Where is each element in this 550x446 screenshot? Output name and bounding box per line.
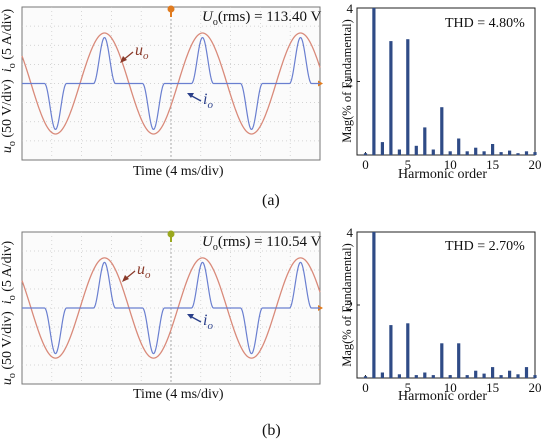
harm-bar	[508, 370, 512, 378]
harm-bar	[380, 142, 384, 155]
harm-xtick-label: 15	[486, 380, 499, 395]
caption-b: (b)	[262, 422, 281, 439]
harm-bar	[499, 375, 503, 378]
scope-annotation-b: Uo(rms) = 110.54 V	[202, 234, 322, 253]
harm-bar	[457, 343, 461, 378]
harm-bar	[499, 152, 503, 155]
harm-bar	[389, 325, 393, 378]
harm-xtick-label: 20	[529, 380, 542, 395]
harm-bar	[533, 375, 537, 378]
harm-bar	[533, 152, 537, 155]
harm-bar	[389, 41, 393, 155]
io-waveform	[22, 261, 320, 355]
harm-xtick-label: 10	[444, 380, 457, 395]
harm-bar	[474, 370, 478, 378]
harm-bar	[431, 149, 435, 155]
harm-bar	[482, 151, 486, 155]
uo-label-b: uo	[137, 261, 151, 282]
harm-bar	[363, 153, 368, 155]
scope-xlabel-a: Time (4 ms/div)	[133, 164, 224, 179]
harm-bar	[524, 151, 529, 155]
harm-bar	[372, 8, 376, 155]
io-arrowhead	[187, 93, 194, 98]
harm-xtick-label: 10	[444, 157, 457, 172]
harm-bar	[397, 149, 401, 155]
thd-label-b: THD = 2.70%	[445, 239, 525, 254]
harm-bar	[406, 323, 410, 379]
harm-plot-a: 0 5 10 15 20 2 4	[347, 1, 542, 172]
panel-b: uo (50 V/div) io (5 A/div) Uo(rms) = 110…	[0, 224, 550, 446]
thd-label-a: THD = 4.80%	[445, 16, 525, 31]
harm-bar	[491, 144, 495, 155]
io-waveform	[22, 36, 320, 131]
uo-arrowhead	[120, 56, 127, 63]
trigger-marker	[167, 5, 175, 13]
panel-a: uo (50 V/div) io (5 A/div) Uo(rms) = 113…	[0, 0, 550, 220]
harm-bar	[440, 107, 444, 155]
harm-bar	[440, 343, 444, 378]
harm-bar	[406, 39, 410, 156]
uo-waveform	[21, 257, 321, 359]
caption-a: (a)	[262, 192, 280, 209]
trigger-marker	[167, 230, 175, 238]
harm-bar	[448, 151, 452, 155]
harm-xtick-label: 0	[362, 380, 369, 395]
harm-ytick-label: 2	[347, 298, 354, 313]
harm-bar	[414, 375, 418, 378]
uo-label-a: uo	[135, 42, 149, 63]
harm-xtick-label: 5	[405, 380, 412, 395]
scope-plot-b	[21, 230, 323, 385]
harm-bar	[516, 374, 520, 378]
harm-xlabel-b: Harmonic order	[398, 389, 488, 404]
harm-ytick-label: 2	[347, 75, 354, 90]
harm-bar	[423, 127, 427, 155]
harm-bar	[431, 375, 435, 378]
harm-bar	[423, 372, 427, 378]
io-arrowhead	[187, 314, 194, 319]
harm-bar	[516, 153, 520, 155]
channel-marker	[318, 80, 323, 87]
harm-frame	[356, 231, 536, 379]
harm-bar	[524, 367, 529, 378]
harm-bar	[482, 373, 486, 378]
harm-bar	[465, 151, 469, 155]
harm-plot-b: 0 5 10 15 20 2 4	[347, 225, 542, 395]
harm-bar	[457, 138, 461, 155]
harm-bar	[508, 150, 512, 155]
uo-waveform	[21, 32, 321, 135]
harm-xtick-label: 5	[405, 157, 412, 172]
scope-plot-a	[21, 5, 323, 161]
io-label-a: io	[203, 91, 213, 112]
scope-annotation-a: Uo(rms) = 113.40 V	[202, 9, 322, 28]
harm-ytick-label: 4	[347, 1, 354, 16]
harm-xtick-label: 15	[486, 157, 499, 172]
harm-bar	[491, 367, 495, 378]
io-label-b: io	[203, 312, 213, 333]
harm-bar	[372, 232, 376, 378]
harm-xtick-label: 20	[529, 157, 542, 172]
harm-bar	[380, 372, 384, 378]
harm-bar	[414, 145, 418, 155]
channel-marker	[318, 305, 323, 311]
scope-xlabel-b: Time (4 ms/div)	[133, 387, 224, 402]
harm-xtick-label: 0	[362, 157, 369, 172]
harm-bar	[397, 374, 401, 378]
harm-bar	[465, 375, 469, 378]
harm-xlabel-a: Harmonic order	[398, 167, 488, 182]
harm-bar	[363, 376, 368, 378]
harm-bar	[474, 147, 478, 155]
harm-bar	[448, 375, 452, 378]
harm-ytick-label: 4	[347, 225, 354, 240]
uo-arrowhead	[122, 275, 129, 282]
